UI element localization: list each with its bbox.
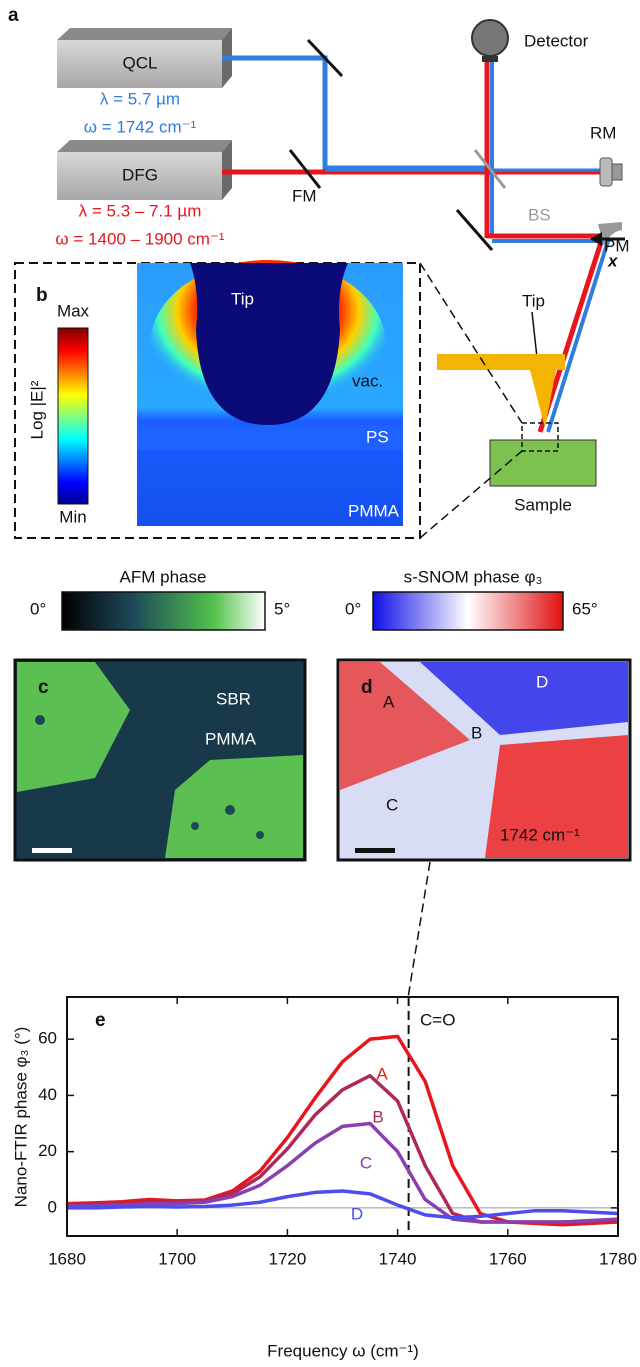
colorbar-title: s-SNOM phase φ₃ <box>404 567 543 586</box>
colorbar-min: 0° <box>30 599 46 618</box>
panel-label: d <box>361 677 373 698</box>
colorbar-max: 65° <box>572 599 598 618</box>
dfg-frequency: ω = 1400 – 1900 cm⁻¹ <box>55 229 225 248</box>
colorbar-title: Log |E|² <box>27 380 46 439</box>
x-tick-label: 1680 <box>48 1249 86 1268</box>
colorbar-min: 0° <box>345 599 361 618</box>
series-label: B <box>372 1107 383 1126</box>
sbr-label: SBR <box>216 689 251 708</box>
colorbar-title: AFM phase <box>120 567 207 586</box>
panel-b: b Max Min Log |E|² Tip vac. PS PMMA <box>15 260 522 538</box>
x-tick-label: 1780 <box>599 1249 637 1268</box>
qcl-label: QCL <box>123 53 158 72</box>
vacuum-label: vac. <box>352 371 383 390</box>
x-tick-label: 1740 <box>379 1249 417 1268</box>
point-b: B <box>471 723 482 742</box>
y-tick-label: 60 <box>38 1029 57 1048</box>
panel-c: AFM phase 0° 5° c SBR PMMA <box>15 567 305 860</box>
sample-label: Sample <box>514 495 572 514</box>
point-c: C <box>386 795 398 814</box>
series-label: D <box>351 1204 363 1223</box>
x-tick-label: 1700 <box>158 1249 196 1268</box>
series-label: A <box>376 1064 388 1083</box>
x-tick-label: 1760 <box>489 1249 527 1268</box>
colorbar-max: 5° <box>274 599 290 618</box>
panel-label: c <box>38 677 49 698</box>
point-d: D <box>536 672 548 691</box>
pmma-label: PMMA <box>205 729 257 748</box>
y-tick-label: 20 <box>38 1141 57 1160</box>
x-axis-title: Frequency ω (cm⁻¹) <box>267 1341 419 1360</box>
y-tick-label: 40 <box>38 1085 57 1104</box>
annotation: C=O <box>420 1010 455 1029</box>
y-axis-title: Nano-FTIR phase φ₃ (°) <box>11 1027 30 1208</box>
panel-d: s-SNOM phase φ₃ 0° 65° A B C D d 1742 cm… <box>338 567 630 998</box>
series-label: C <box>360 1153 372 1172</box>
tip-label: Tip <box>231 289 254 308</box>
panel-label: e <box>95 1010 106 1031</box>
point-a: A <box>383 692 395 711</box>
pm-label: PM <box>604 236 630 255</box>
colorbar-max: Max <box>57 301 90 320</box>
qcl-frequency: ω = 1742 cm⁻¹ <box>84 117 197 136</box>
figure: a QCL λ = 5.7 µm ω = 1742 cm⁻¹ DFG λ = 5… <box>0 0 640 1367</box>
dfg-label: DFG <box>122 165 158 184</box>
ps-label: PS <box>366 427 389 446</box>
tip-label: Tip <box>522 291 545 310</box>
detector-label: Detector <box>524 31 589 50</box>
bs-label: BS <box>528 205 551 224</box>
rm-label: RM <box>590 123 616 142</box>
y-tick-label: 0 <box>48 1197 57 1216</box>
qcl-wavelength: λ = 5.7 µm <box>100 89 180 108</box>
frequency-label: 1742 cm⁻¹ <box>500 825 580 844</box>
fm-label: FM <box>292 186 317 205</box>
panel-e: e C=O Frequency ω (cm⁻¹) Nano-FTIR phase… <box>11 997 636 1360</box>
panel-label: b <box>36 285 48 306</box>
pmma-label: PMMA <box>348 501 400 520</box>
dfg-wavelength: λ = 5.3 – 7.1 µm <box>79 201 202 220</box>
colorbar-min: Min <box>59 507 86 526</box>
panel-label: a <box>8 5 19 26</box>
series-line <box>67 1036 618 1224</box>
x-tick-label: 1720 <box>268 1249 306 1268</box>
